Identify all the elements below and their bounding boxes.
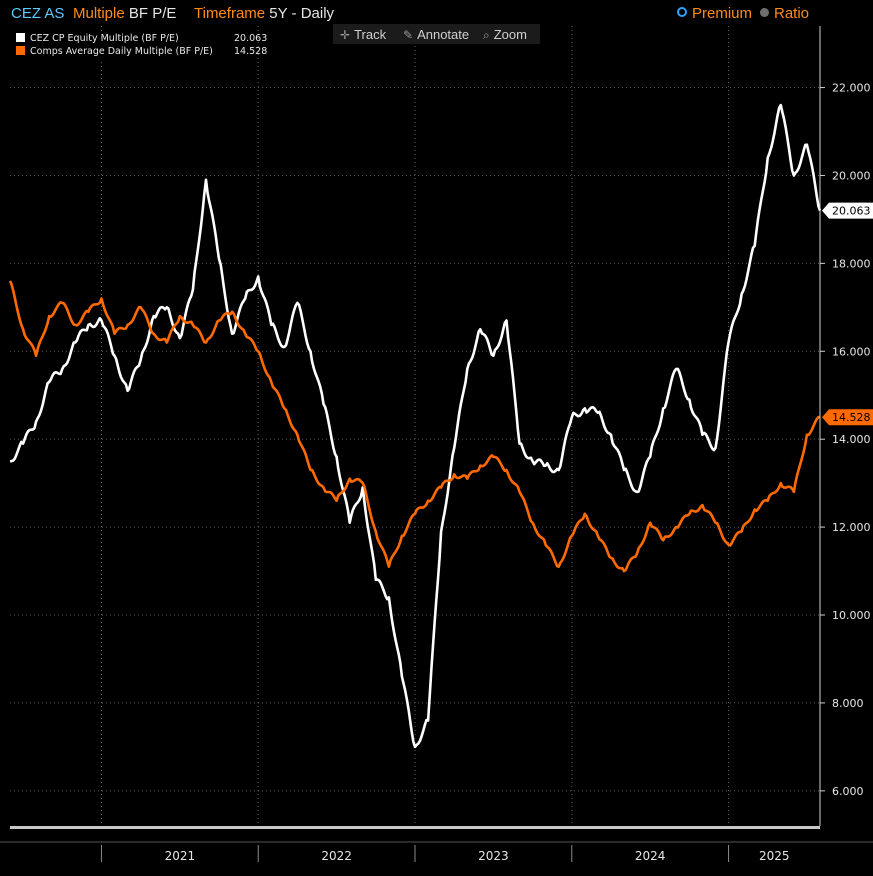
series-line-comps xyxy=(8,280,821,573)
timeframe-selector[interactable]: Timeframe 5Y - Daily xyxy=(194,5,334,22)
chart-toolbar: ✛ Track ✎ Annotate ⌕ Zoom xyxy=(333,24,540,44)
radio-selected-icon xyxy=(677,7,687,17)
y-tick-label: 16.000 xyxy=(832,345,871,358)
legend-swatch-orange xyxy=(16,46,25,55)
legend-row-cez: CEZ CP Equity Multiple (BF P/E) 20.063 xyxy=(16,33,267,46)
time-scrollbar xyxy=(10,826,820,829)
legend-value: 20.063 xyxy=(234,33,268,44)
x-tick-label: 2022 xyxy=(321,849,352,863)
y-tick-label: 20.000 xyxy=(832,169,871,182)
series-line-cez xyxy=(9,103,822,749)
multiple-value: BF P/E xyxy=(128,5,177,22)
multiple-selector[interactable]: Multiple BF P/E xyxy=(73,5,176,22)
y-axis: 6.000 8.000 10.000 12.000 14.000 16.000 18.000… xyxy=(819,26,873,826)
search-icon: ⌕ xyxy=(483,28,490,42)
chart-series xyxy=(8,103,822,749)
last-value-label: 20.063 xyxy=(832,205,871,218)
crosshair-icon: ✛ xyxy=(340,28,351,42)
premium-radio[interactable]: Premium xyxy=(677,5,752,22)
zoom-button[interactable]: ⌕ Zoom xyxy=(483,27,527,43)
track-label: Track xyxy=(354,27,387,42)
ratio-radio[interactable]: Ratio xyxy=(760,5,809,22)
x-axis: 2021 2022 2023 2024 2025 xyxy=(0,826,873,863)
ticker-label[interactable]: CEZ AS xyxy=(11,5,65,22)
header-bar: CEZ AS Multiple BF P/E Timeframe 5Y - Da… xyxy=(0,0,873,26)
y-tick-label: 14.000 xyxy=(832,433,871,446)
annotate-button[interactable]: ✎ Annotate xyxy=(403,27,469,42)
legend-row-comps: Comps Average Daily Multiple (BF P/E) 14… xyxy=(16,46,267,59)
annotate-label: Annotate xyxy=(417,27,470,42)
x-tick-label: 2021 xyxy=(165,849,196,863)
x-tick-label: 2024 xyxy=(635,849,666,863)
y-tick-label: 12.000 xyxy=(832,521,871,534)
legend-swatch-white xyxy=(16,33,25,42)
last-value-label: 14.528 xyxy=(832,411,871,424)
premium-label: Premium xyxy=(692,5,753,22)
y-tick-label: 6.000 xyxy=(832,785,864,798)
y-tick-label: 10.000 xyxy=(832,609,871,622)
legend-name: Comps Average Daily Multiple (BF P/E) xyxy=(30,46,213,57)
chart-grid xyxy=(10,26,820,826)
x-tick-label: 2025 xyxy=(759,849,790,863)
y-tick-label: 18.000 xyxy=(832,257,871,270)
timeframe-value: 5Y - Daily xyxy=(269,5,335,22)
radio-unselected-icon xyxy=(760,8,769,17)
last-value-tag-cez: 20.063 xyxy=(822,202,873,219)
zoom-label: Zoom xyxy=(493,27,527,42)
y-tick-label: 8.000 xyxy=(832,697,864,710)
legend-value: 14.528 xyxy=(234,46,268,57)
chart-legend: CEZ CP Equity Multiple (BF P/E) 20.063 C… xyxy=(16,33,267,59)
multiple-key: Multiple xyxy=(73,5,125,22)
track-button[interactable]: ✛ Track xyxy=(340,27,386,42)
last-value-tag-comps: 14.528 xyxy=(822,409,873,426)
y-tick-label: 22.000 xyxy=(832,82,871,95)
pencil-icon: ✎ xyxy=(403,28,414,42)
ratio-label: Ratio xyxy=(774,5,810,22)
x-tick-label: 2023 xyxy=(478,849,509,863)
legend-name: CEZ CP Equity Multiple (BF P/E) xyxy=(30,33,179,44)
timeframe-key: Timeframe xyxy=(194,5,266,22)
